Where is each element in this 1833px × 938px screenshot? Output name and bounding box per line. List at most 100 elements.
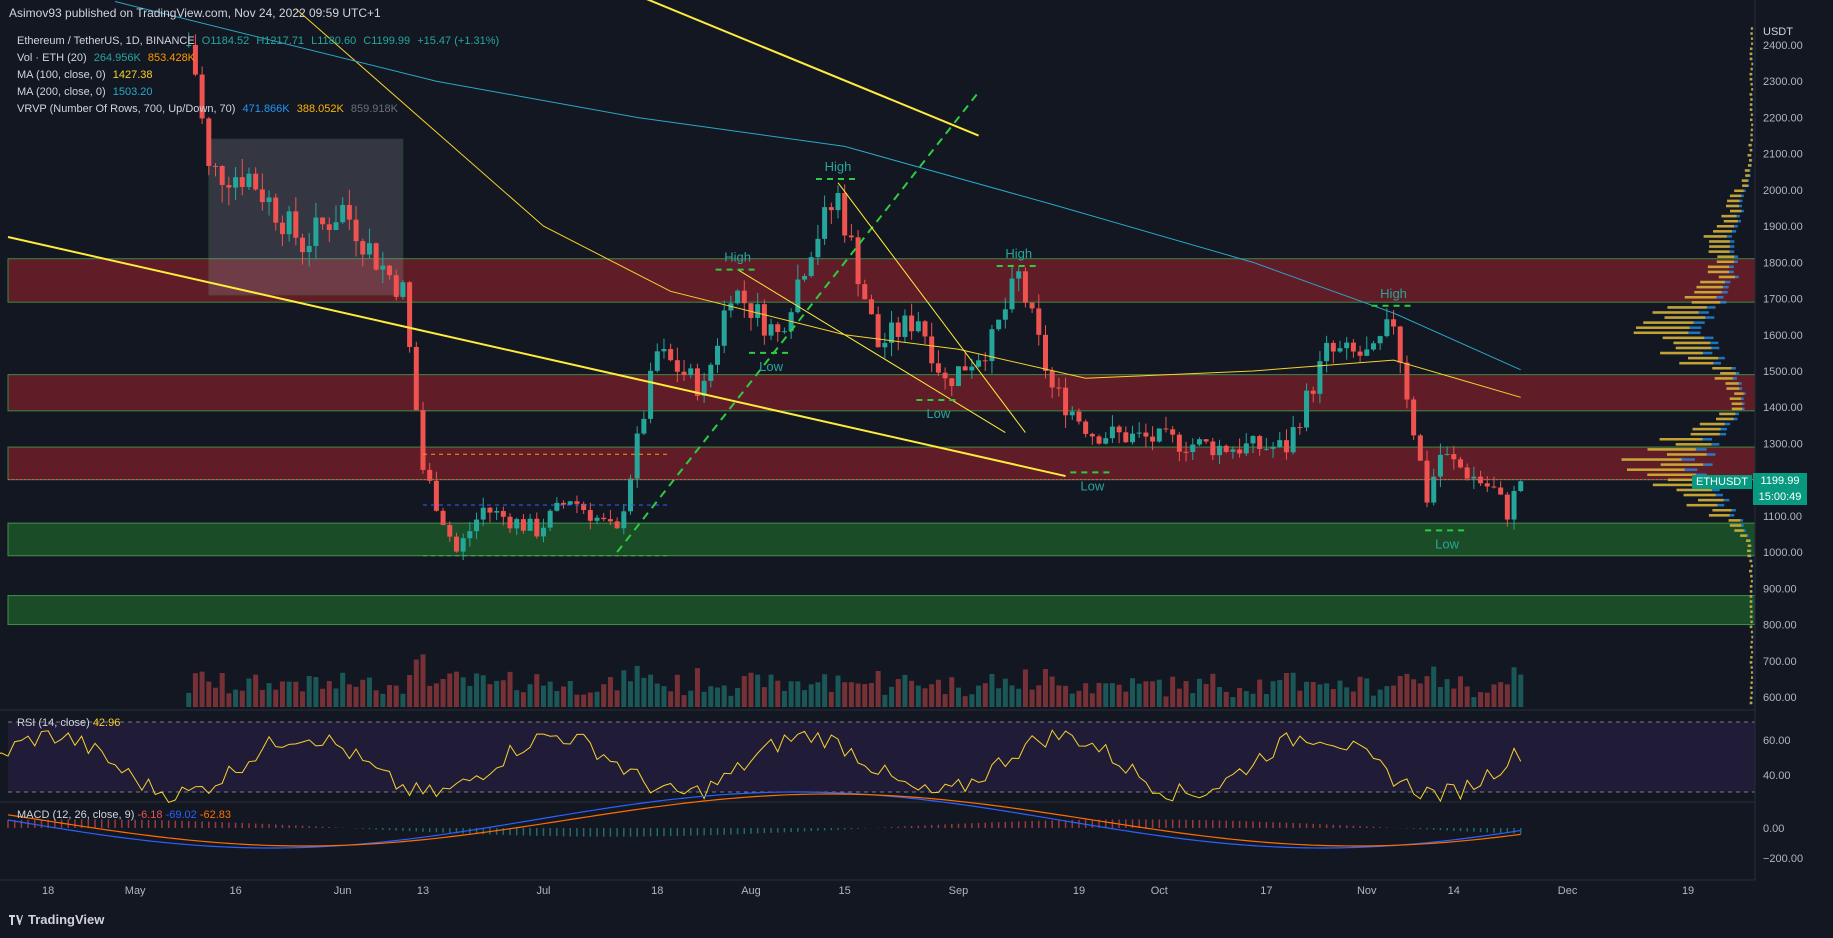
- volume-bar: [634, 665, 640, 707]
- vp-bar-down: [1750, 138, 1753, 142]
- vp-bar-down: [1692, 427, 1721, 431]
- vp-bar-down: [1698, 498, 1724, 502]
- candle: [1277, 432, 1283, 448]
- signal-line: [7, 793, 1521, 847]
- candle-body: [1511, 491, 1517, 520]
- volume-bar: [1350, 691, 1356, 707]
- volume-bar: [1083, 683, 1089, 707]
- vp-bar-down: [1707, 265, 1730, 269]
- candle-body: [1297, 427, 1303, 429]
- candle: [1357, 345, 1363, 363]
- vp-bar-down: [1729, 194, 1742, 198]
- candle-body: [1042, 334, 1048, 371]
- candle: [1511, 485, 1517, 530]
- volume-bar: [273, 689, 279, 707]
- vp-bar-down: [1749, 605, 1753, 608]
- candle: [1243, 433, 1249, 456]
- vp-bar-down: [1708, 514, 1730, 517]
- volume-bar: [614, 690, 620, 707]
- upper-trendline: [646, 0, 979, 137]
- volume-bar: [668, 691, 674, 707]
- candle: [574, 495, 580, 514]
- candle-body: [1217, 445, 1223, 456]
- vol-legend[interactable]: Vol · ETH (20) 264.956K 853.428K: [17, 51, 199, 65]
- rsi-tick-label: 40.00: [1763, 770, 1791, 782]
- candle: [1451, 445, 1457, 470]
- candle: [527, 513, 533, 532]
- candle-body: [955, 366, 961, 387]
- volume-bar: [1196, 678, 1202, 707]
- vp-bar-down: [1690, 432, 1720, 436]
- volume-bar: [1471, 697, 1477, 707]
- volume-bar: [1257, 679, 1263, 707]
- volume-bar: [1384, 686, 1390, 707]
- volume-bar: [380, 693, 386, 707]
- ma200-value: 1503.20: [112, 86, 153, 98]
- macd-legend[interactable]: MACD (12, 26, close, 9) -6.18 -69.02 -62…: [17, 809, 231, 821]
- swing-label: High: [1005, 246, 1032, 261]
- price-scale-bg: [1755, 0, 1833, 938]
- candle-body: [1491, 486, 1497, 488]
- volume-bar: [1457, 676, 1463, 707]
- volume-bar: [300, 691, 306, 707]
- last-price-value: 1199.99: [1760, 475, 1800, 487]
- vp-bar-down: [1694, 290, 1722, 294]
- candle-body: [942, 372, 948, 379]
- vp-bar-down: [1750, 630, 1753, 634]
- volume-bar: [1123, 691, 1129, 707]
- rsi-legend[interactable]: RSI (14, close) 42.96: [17, 717, 120, 729]
- vrvp-legend[interactable]: VRVP (Number Of Rows, 700, Up/Down, 70) …: [17, 102, 402, 116]
- candle: [1089, 432, 1095, 445]
- candle-body: [1116, 426, 1122, 433]
- candle-body: [320, 217, 326, 225]
- price-tick-label: 900.00: [1763, 583, 1797, 595]
- ma100-legend[interactable]: MA (100, close, 0) 1427.38: [17, 68, 156, 82]
- volume-bar: [393, 685, 399, 707]
- candle-body: [1344, 342, 1350, 349]
- volume-bar: [1029, 689, 1035, 707]
- time-tick-label: 18: [42, 885, 54, 897]
- candle: [1176, 432, 1182, 462]
- vp-bar-down: [1729, 524, 1742, 527]
- volume-bar: [969, 694, 975, 707]
- vp-bar-down: [1716, 225, 1735, 228]
- vp-bar-down: [1751, 123, 1753, 127]
- price-tick-label: 1100.00: [1763, 511, 1802, 523]
- candle: [1491, 476, 1497, 489]
- price-tick-label: 2300.00: [1763, 76, 1803, 88]
- candle-body: [407, 282, 413, 347]
- symbol-name[interactable]: Ethereum / TetherUS, 1D, BINANCE: [17, 35, 195, 47]
- vp-bar-down: [1660, 351, 1703, 355]
- candle-body: [1304, 390, 1310, 428]
- candle: [1417, 433, 1423, 461]
- price-unit: USDT: [1763, 26, 1793, 38]
- volume-bar: [768, 674, 774, 707]
- volume-bar: [1210, 673, 1216, 707]
- candle: [1304, 383, 1310, 432]
- candle: [1330, 340, 1336, 364]
- candle: [1444, 446, 1450, 456]
- vp-bar-down: [1636, 326, 1690, 329]
- candle-body: [1270, 446, 1276, 449]
- candle: [1022, 267, 1028, 308]
- candle: [447, 521, 453, 542]
- candle-body: [594, 517, 600, 521]
- candle: [1384, 308, 1390, 338]
- candle: [1210, 437, 1216, 461]
- volume-bar: [346, 684, 352, 707]
- vp-bar-down: [1675, 346, 1712, 350]
- tradingview-brand[interactable]: TradingView: [9, 912, 104, 927]
- volume-bar: [835, 675, 841, 707]
- volume-bar: [561, 686, 567, 707]
- volume-bar: [427, 685, 433, 707]
- volume-bar: [1036, 685, 1042, 707]
- volume-bar: [882, 694, 888, 707]
- vp-bar-down: [1712, 509, 1732, 512]
- candle: [1083, 419, 1089, 438]
- candle: [875, 306, 881, 348]
- ma200-legend[interactable]: MA (200, close, 0) 1503.20: [17, 85, 156, 99]
- volume-bar: [1484, 692, 1490, 707]
- vp-bar-down: [1750, 691, 1753, 695]
- vp-bar-down: [1750, 676, 1753, 679]
